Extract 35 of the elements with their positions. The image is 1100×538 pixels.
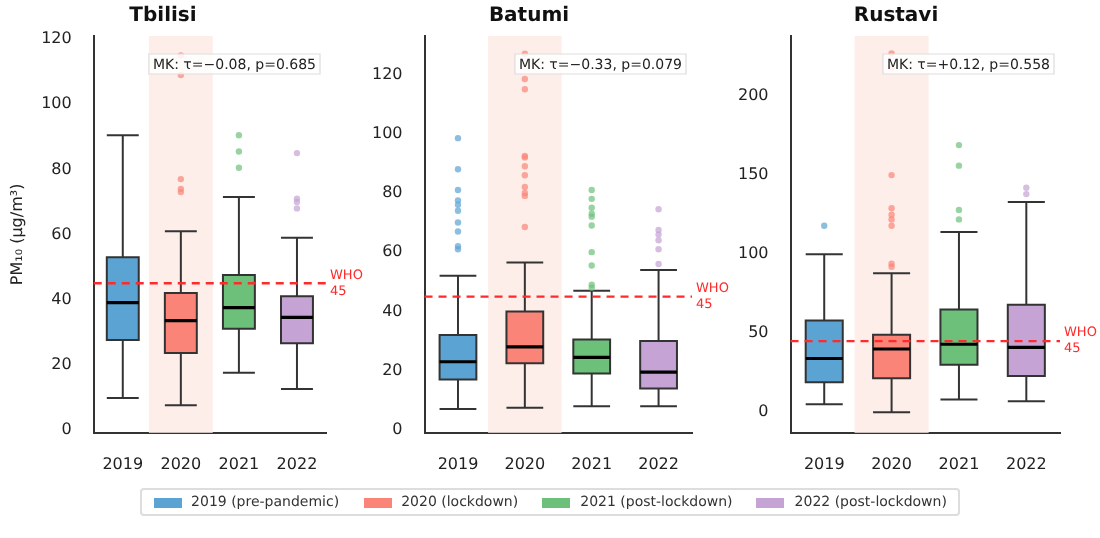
y-tick-label: 20 xyxy=(382,360,403,379)
x-tick-label: 2019 xyxy=(803,454,845,473)
chart-title: Batumi xyxy=(488,5,570,28)
y-tick-label: 50 xyxy=(748,323,769,342)
x-tick-label: 2021 xyxy=(218,454,260,473)
x-tick-label: 2020 xyxy=(871,454,912,473)
y-tick-label: 100 xyxy=(41,94,72,113)
x-tick-label: 2020 xyxy=(504,454,546,473)
x-tick-label: 2021 xyxy=(571,454,613,473)
y-tick-label: 120 xyxy=(41,29,72,48)
y-axis-title: PM₁₀ (μg/m³) xyxy=(7,183,26,286)
y-tick-label: 0 xyxy=(758,402,769,421)
y-tick-label: 150 xyxy=(737,165,769,184)
x-tick-label: 2019 xyxy=(102,454,144,473)
x-tick-label: 2022 xyxy=(276,454,318,473)
y-tick-label: 60 xyxy=(382,242,403,261)
chart-title: Tbilisi xyxy=(129,5,197,28)
y-tick-label: 40 xyxy=(51,289,72,308)
chart-title: Rustavi xyxy=(853,5,939,28)
x-tick-label: 2022 xyxy=(1005,454,1047,473)
y-tick-label: 100 xyxy=(737,244,769,263)
y-tick-label: 40 xyxy=(382,301,403,320)
y-tick-label: 120 xyxy=(371,64,403,83)
x-tick-label: 2019 xyxy=(437,454,479,473)
y-tick-label: 0 xyxy=(392,420,403,438)
y-tick-label: 60 xyxy=(51,224,72,243)
x-tick-label: 2022 xyxy=(638,454,679,473)
y-tick-label: 0 xyxy=(61,419,72,438)
x-tick-label: 2020 xyxy=(160,454,202,473)
y-tick-label: 100 xyxy=(371,123,403,142)
x-tick-label: 2021 xyxy=(938,454,980,473)
y-tick-label: 80 xyxy=(51,159,72,178)
y-tick-label: 80 xyxy=(382,183,403,202)
y-tick-label: 20 xyxy=(51,354,72,373)
y-tick-label: 200 xyxy=(737,86,769,105)
